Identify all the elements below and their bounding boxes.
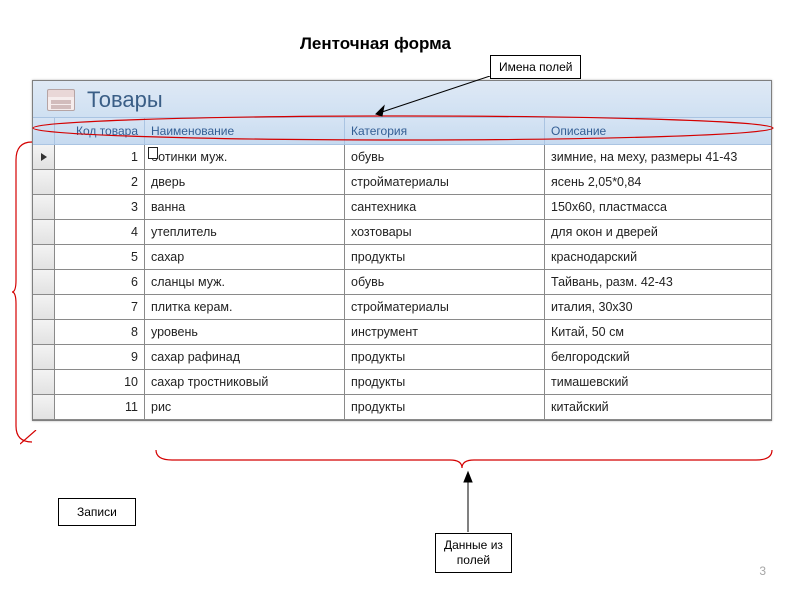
cell-desc[interactable]: белгородский xyxy=(545,345,771,369)
form-window: Товары Код товара Наименование Категория… xyxy=(32,80,772,421)
row-selector[interactable] xyxy=(33,345,55,369)
rows-container: 1ботинки муж.обувьзимние, на меху, разме… xyxy=(33,145,771,420)
cell-name[interactable]: сахар тростниковый xyxy=(145,370,345,394)
cell-category[interactable]: продукты xyxy=(345,395,545,419)
cell-id[interactable]: 7 xyxy=(55,295,145,319)
form-title: Товары xyxy=(87,87,163,113)
row-selector[interactable] xyxy=(33,395,55,419)
cell-desc[interactable]: зимние, на меху, размеры 41-43 xyxy=(545,145,771,169)
table-row[interactable]: 1ботинки муж.обувьзимние, на меху, разме… xyxy=(33,145,771,170)
cell-id[interactable]: 9 xyxy=(55,345,145,369)
cell-id[interactable]: 6 xyxy=(55,270,145,294)
cell-name[interactable]: сахар xyxy=(145,245,345,269)
column-headers-row: Код товара Наименование Категория Описан… xyxy=(33,117,771,145)
current-record-icon xyxy=(40,152,48,162)
row-selector[interactable] xyxy=(33,320,55,344)
cell-category[interactable]: обувь xyxy=(345,145,545,169)
cell-id[interactable]: 11 xyxy=(55,395,145,419)
col-header-desc[interactable]: Описание xyxy=(545,118,771,144)
table-row[interactable]: 6сланцы муж.обувьТайвань, разм. 42-43 xyxy=(33,270,771,295)
col-header-category[interactable]: Категория xyxy=(345,118,545,144)
cell-name[interactable]: ботинки муж. xyxy=(145,145,345,169)
cell-desc[interactable]: китайский xyxy=(545,395,771,419)
cell-desc[interactable]: краснодарский xyxy=(545,245,771,269)
cell-name[interactable]: сланцы муж. xyxy=(145,270,345,294)
cell-name[interactable]: рис xyxy=(145,395,345,419)
cell-category[interactable]: продукты xyxy=(345,245,545,269)
table-row[interactable]: 4утеплительхозтоварыдля окон и дверей xyxy=(33,220,771,245)
form-header: Товары xyxy=(33,81,771,117)
table-row[interactable]: 8уровеньинструментКитай, 50 см xyxy=(33,320,771,345)
form-icon xyxy=(47,89,75,111)
cell-category[interactable]: сантехника xyxy=(345,195,545,219)
cell-category[interactable]: обувь xyxy=(345,270,545,294)
table-row[interactable]: 2дверьстройматериалыясень 2,05*0,84 xyxy=(33,170,771,195)
col-header-id[interactable]: Код товара xyxy=(55,118,145,144)
callout-field-data: Данные из полей xyxy=(435,533,512,573)
cell-name[interactable]: ванна xyxy=(145,195,345,219)
cell-category[interactable]: стройматериалы xyxy=(345,170,545,194)
row-selector[interactable] xyxy=(33,145,55,169)
cell-desc[interactable]: ясень 2,05*0,84 xyxy=(545,170,771,194)
cell-name[interactable]: плитка керам. xyxy=(145,295,345,319)
cell-desc[interactable]: тимашевский xyxy=(545,370,771,394)
cell-desc[interactable]: 150x60, пластмасса xyxy=(545,195,771,219)
cell-name[interactable]: дверь xyxy=(145,170,345,194)
callout-records: Записи xyxy=(58,498,136,526)
cell-id[interactable]: 5 xyxy=(55,245,145,269)
cell-desc[interactable]: италия, 30x30 xyxy=(545,295,771,319)
cell-desc[interactable]: Тайвань, разм. 42-43 xyxy=(545,270,771,294)
cell-category[interactable]: инструмент xyxy=(345,320,545,344)
table-row[interactable]: 3ваннасантехника150x60, пластмасса xyxy=(33,195,771,220)
selector-header xyxy=(33,118,55,144)
cell-category[interactable]: стройматериалы xyxy=(345,295,545,319)
cell-category[interactable]: продукты xyxy=(345,345,545,369)
cell-name[interactable]: сахар рафинад xyxy=(145,345,345,369)
col-header-name[interactable]: Наименование xyxy=(145,118,345,144)
row-selector[interactable] xyxy=(33,295,55,319)
cell-name[interactable]: утеплитель xyxy=(145,220,345,244)
cell-name[interactable]: уровень xyxy=(145,320,345,344)
cell-id[interactable]: 2 xyxy=(55,170,145,194)
table-row[interactable]: 10сахар тростниковыйпродуктытимашевский xyxy=(33,370,771,395)
row-selector[interactable] xyxy=(33,170,55,194)
cell-category[interactable]: продукты xyxy=(345,370,545,394)
cell-id[interactable]: 1 xyxy=(55,145,145,169)
table-row[interactable]: 7плитка керам.стройматериалыиталия, 30x3… xyxy=(33,295,771,320)
table-row[interactable]: 5сахарпродуктыкраснодарский xyxy=(33,245,771,270)
row-selector[interactable] xyxy=(33,195,55,219)
text-cursor-indicator xyxy=(148,147,158,159)
cell-id[interactable]: 4 xyxy=(55,220,145,244)
row-selector[interactable] xyxy=(33,220,55,244)
callout-field-names: Имена полей xyxy=(490,55,581,79)
row-selector[interactable] xyxy=(33,245,55,269)
cell-category[interactable]: хозтовары xyxy=(345,220,545,244)
page-number: 3 xyxy=(759,564,766,578)
callout-field-data-line1: Данные из xyxy=(444,538,503,552)
cell-desc[interactable]: Китай, 50 см xyxy=(545,320,771,344)
diagram-title: Ленточная форма xyxy=(300,34,451,54)
cell-desc[interactable]: для окон и дверей xyxy=(545,220,771,244)
table-row[interactable]: 9сахар рафинадпродуктыбелгородский xyxy=(33,345,771,370)
cell-id[interactable]: 3 xyxy=(55,195,145,219)
callout-field-data-line2: полей xyxy=(457,553,490,567)
table-row[interactable]: 11риспродуктыкитайский xyxy=(33,395,771,420)
cell-id[interactable]: 10 xyxy=(55,370,145,394)
row-selector[interactable] xyxy=(33,370,55,394)
row-selector[interactable] xyxy=(33,270,55,294)
cell-id[interactable]: 8 xyxy=(55,320,145,344)
